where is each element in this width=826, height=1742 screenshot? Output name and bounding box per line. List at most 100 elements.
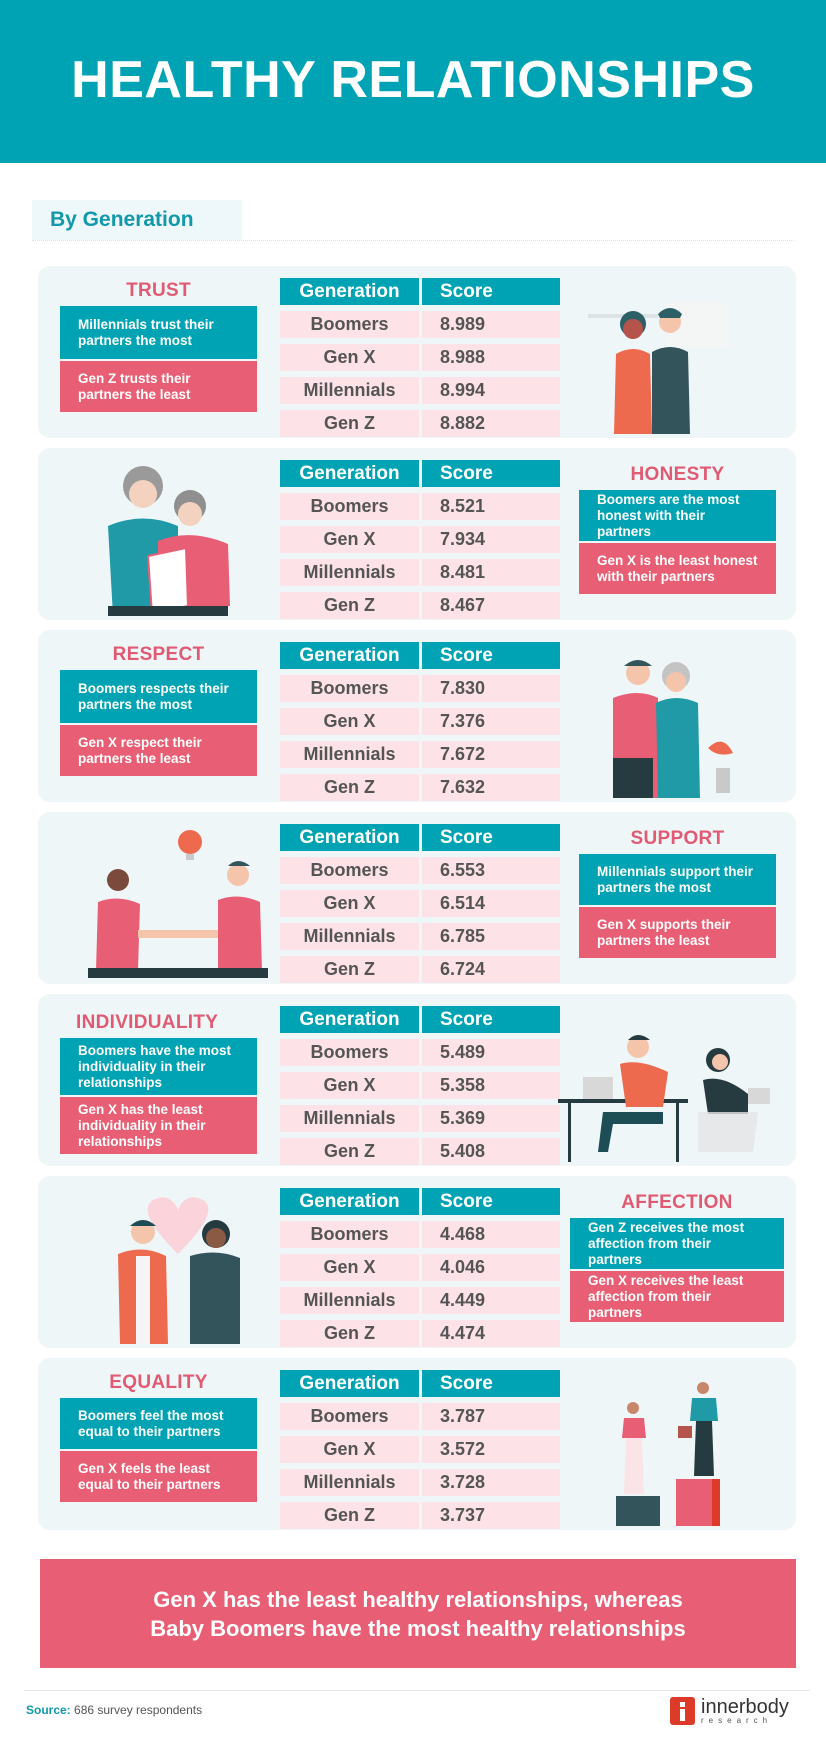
section-title: EQUALITY (109, 1372, 208, 1393)
score-table: Generation Score Boomers 6.553 Gen X 6.514… (280, 824, 560, 986)
score-cell: 8.988 (422, 344, 560, 371)
table-row: Gen Z 3.737 (280, 1502, 560, 1532)
couple-working-laptops-illustration (558, 1035, 770, 1162)
table-row: Millennials 6.785 (280, 923, 560, 953)
summary-block: TRUST Millennials trust their partners t… (60, 276, 257, 412)
divider (32, 240, 794, 241)
table-row: Gen Z 7.632 (280, 774, 560, 804)
generation-cell: Boomers (280, 857, 419, 884)
most-note: Gen Z receives the most affection from t… (570, 1218, 784, 1269)
least-note: Gen X receives the least affection from … (570, 1271, 784, 1322)
header-generation: Generation (280, 460, 419, 487)
section-title: HONESTY (630, 464, 725, 485)
card-trust: TRUST Millennials trust their partners t… (38, 266, 796, 438)
table-row: Gen X 4.046 (280, 1254, 560, 1284)
header-generation: Generation (280, 1188, 419, 1215)
header-score: Score (422, 642, 560, 669)
table-row: Millennials 3.728 (280, 1469, 560, 1499)
summary-block: AFFECTION Gen Z receives the most affect… (570, 1188, 784, 1322)
section-title: INDIVIDUALITY (76, 1012, 219, 1033)
table-row: Gen Z 4.474 (280, 1320, 560, 1350)
innerbody-logo: innerbody research (670, 1697, 789, 1725)
score-cell: 6.553 (422, 857, 560, 884)
most-note: Millennials trust their partners the mos… (60, 306, 257, 359)
header-generation: Generation (280, 1006, 419, 1033)
conclusion-line-1: Gen X has the least healthy relationship… (153, 1586, 683, 1612)
table-header-row: Generation Score (280, 1370, 560, 1400)
score-cell: 3.572 (422, 1436, 560, 1463)
table-row: Millennials 4.449 (280, 1287, 560, 1317)
most-note: Boomers have the most individuality in t… (60, 1038, 257, 1095)
footer-divider (24, 1690, 810, 1691)
most-note: Boomers respects their partners the most (60, 670, 257, 723)
score-table: Generation Score Boomers 5.489 Gen X 5.358… (280, 1006, 560, 1168)
generation-cell: Boomers (280, 493, 419, 520)
table-header-row: Generation Score (280, 1188, 560, 1218)
generation-cell: Millennials (280, 1469, 419, 1496)
couple-idea-lightbulb-illustration (88, 830, 268, 978)
score-cell: 8.481 (422, 559, 560, 586)
section-title: TRUST (126, 280, 191, 301)
source-text: 686 survey respondents (70, 1703, 203, 1717)
section-label-text: By Generation (50, 208, 194, 231)
generation-cell: Gen Z (280, 410, 419, 437)
score-cell: 5.408 (422, 1138, 560, 1165)
table-row: Boomers 4.468 (280, 1221, 560, 1251)
score-cell: 8.994 (422, 377, 560, 404)
table-header-row: Generation Score (280, 824, 560, 854)
source-label: Source: (26, 1703, 71, 1717)
page-title: HEALTHY RELATIONSHIPS (71, 50, 755, 109)
page-header: HEALTHY RELATIONSHIPS (0, 0, 826, 163)
least-note: Gen X feels the least equal to their par… (60, 1451, 257, 1502)
generation-cell: Boomers (280, 1221, 419, 1248)
table-row: Boomers 6.553 (280, 857, 560, 887)
generation-cell: Millennials (280, 1287, 419, 1314)
table-row: Boomers 8.521 (280, 493, 560, 523)
least-note: Gen X has the least individuality in the… (60, 1097, 257, 1154)
score-cell: 6.785 (422, 923, 560, 950)
innerbody-logo-icon (670, 1697, 695, 1725)
summary-block: INDIVIDUALITY Boomers have the most indi… (60, 1008, 257, 1154)
generation-cell: Boomers (280, 675, 419, 702)
table-header-row: Generation Score (280, 278, 560, 308)
section-title: RESPECT (112, 644, 205, 665)
generation-cell: Boomers (280, 1039, 419, 1066)
generation-cell: Gen X (280, 1436, 419, 1463)
generation-cell: Gen Z (280, 956, 419, 983)
table-row: Gen X 7.376 (280, 708, 560, 738)
header-generation: Generation (280, 278, 419, 305)
header-score: Score (422, 1370, 560, 1397)
table-header-row: Generation Score (280, 1006, 560, 1036)
most-note: Millennials support their partners the m… (579, 854, 776, 905)
score-table: Generation Score Boomers 4.468 Gen X 4.046… (280, 1188, 560, 1350)
least-note: Gen Z trusts their partners the least (60, 361, 257, 412)
header-generation: Generation (280, 1370, 419, 1397)
table-row: Gen X 5.358 (280, 1072, 560, 1102)
elderly-couple-reading-illustration (108, 466, 230, 616)
table-row: Boomers 3.787 (280, 1403, 560, 1433)
table-row: Gen Z 8.467 (280, 592, 560, 622)
score-cell: 6.514 (422, 890, 560, 917)
generation-cell: Gen X (280, 708, 419, 735)
couple-heart-illustration (118, 1197, 240, 1344)
table-row: Gen Z 6.724 (280, 956, 560, 986)
generation-cell: Gen Z (280, 1138, 419, 1165)
score-cell: 8.467 (422, 592, 560, 619)
score-cell: 5.369 (422, 1105, 560, 1132)
source-note: Source: 686 survey respondents (26, 1703, 202, 1717)
generation-cell: Gen Z (280, 774, 419, 801)
least-note: Gen X respect their partners the least (60, 725, 257, 776)
card-individuality: INDIVIDUALITY Boomers have the most indi… (38, 994, 796, 1166)
score-cell: 3.728 (422, 1469, 560, 1496)
score-cell: 7.376 (422, 708, 560, 735)
score-table: Generation Score Boomers 8.989 Gen X 8.988… (280, 278, 560, 440)
header-score: Score (422, 278, 560, 305)
table-row: Boomers 7.830 (280, 675, 560, 705)
score-cell: 5.489 (422, 1039, 560, 1066)
table-row: Millennials 8.481 (280, 559, 560, 589)
score-cell: 4.046 (422, 1254, 560, 1281)
score-cell: 5.358 (422, 1072, 560, 1099)
table-row: Boomers 8.989 (280, 311, 560, 341)
generation-cell: Millennials (280, 559, 419, 586)
table-header-row: Generation Score (280, 642, 560, 672)
